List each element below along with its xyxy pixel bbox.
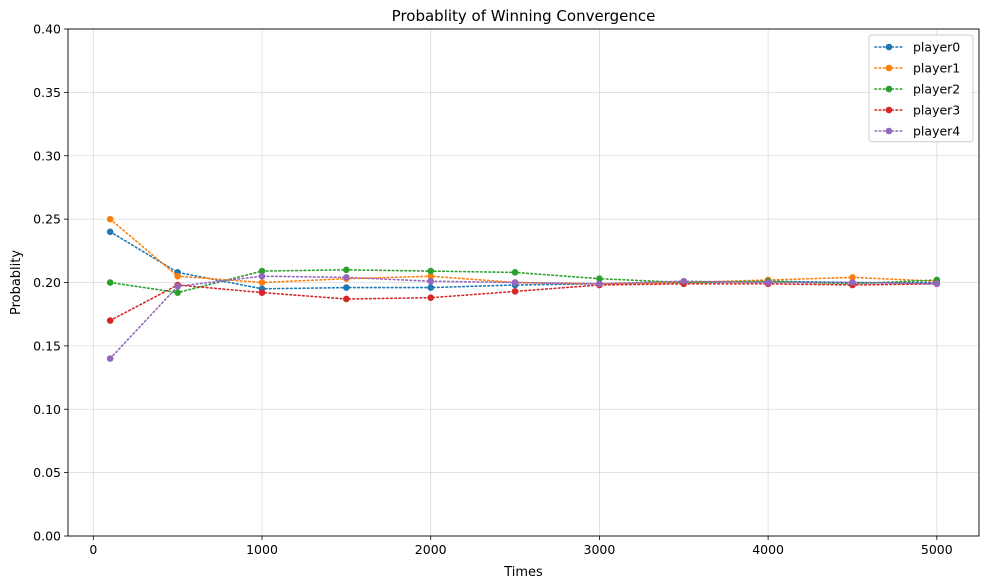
y-tick-label: 0.15 [33,338,61,353]
data-point [258,279,266,286]
y-tick-label: 0.10 [33,402,61,417]
series-layer [106,215,941,362]
chart-title: Probablity of Winning Convergence [392,7,656,25]
data-point [106,317,114,324]
data-point [427,272,435,280]
legend-entry-player1: player1 [874,61,960,76]
legend-label: player1 [913,61,960,76]
data-point [343,274,350,281]
legend-entry-player2: player2 [874,82,960,97]
x-axis-title: Times [503,565,543,580]
legend-entry-player0: player0 [874,40,960,55]
data-point [106,279,114,286]
legend-marker [885,85,893,93]
data-point [174,289,181,296]
legend-marker [885,43,893,51]
legend-frame [868,34,974,143]
x-tick-label: 5000 [921,542,953,557]
data-point [764,279,772,286]
x-tick-label: 2000 [415,542,447,557]
data-point [174,283,181,290]
data-point [427,277,435,285]
data-point [511,269,519,276]
data-point [106,215,114,223]
data-point [343,295,350,303]
y-tick-label: 0.00 [33,529,61,544]
legend-marker [885,106,893,114]
y-tick-label: 0.35 [33,85,61,100]
data-point [596,280,603,288]
data-point [933,280,941,288]
data-point [427,267,435,275]
data-point [427,294,435,302]
legend-entry-player4: player4 [874,124,960,139]
x-axis: 0 1000 2000 3000 4000 5000 [89,536,953,557]
legend-entry-player3: player3 [874,103,960,118]
data-point [427,284,435,291]
y-tick-label: 0.25 [33,212,61,227]
data-point [258,267,266,275]
data-point [849,274,856,281]
data-point [511,279,519,286]
legend-label: player3 [913,103,960,118]
data-point [849,279,856,286]
y-tick-label: 0.30 [33,148,61,163]
legend-label: player4 [913,124,960,139]
data-point [106,355,114,362]
y-axis: 0.00 0.05 0.10 0.15 0.20 0.25 0.30 0.35 0.40 [33,22,68,544]
data-point [174,272,181,280]
y-tick-label: 0.20 [33,275,61,290]
y-axis-title: Probablity [9,250,24,315]
data-point [511,288,519,295]
x-tick-label: 3000 [584,542,616,557]
data-point [343,266,350,274]
data-point [343,284,350,291]
series-player4 [106,272,941,362]
legend-marker [885,127,893,135]
data-point [258,272,266,280]
legend-label: player2 [913,82,960,97]
y-tick-label: 0.05 [33,465,61,480]
x-tick-label: 4000 [752,542,784,557]
data-point [106,228,114,236]
data-point [596,275,603,282]
x-tick-label: 1000 [246,542,278,557]
legend: player0 player1 player2 player3 player4 [868,34,974,143]
data-point [258,289,266,296]
legend-marker [885,64,893,72]
x-tick-label: 0 [89,542,97,557]
y-tick-label: 0.40 [33,22,61,37]
legend-label: player0 [913,40,960,55]
data-point [680,277,688,285]
